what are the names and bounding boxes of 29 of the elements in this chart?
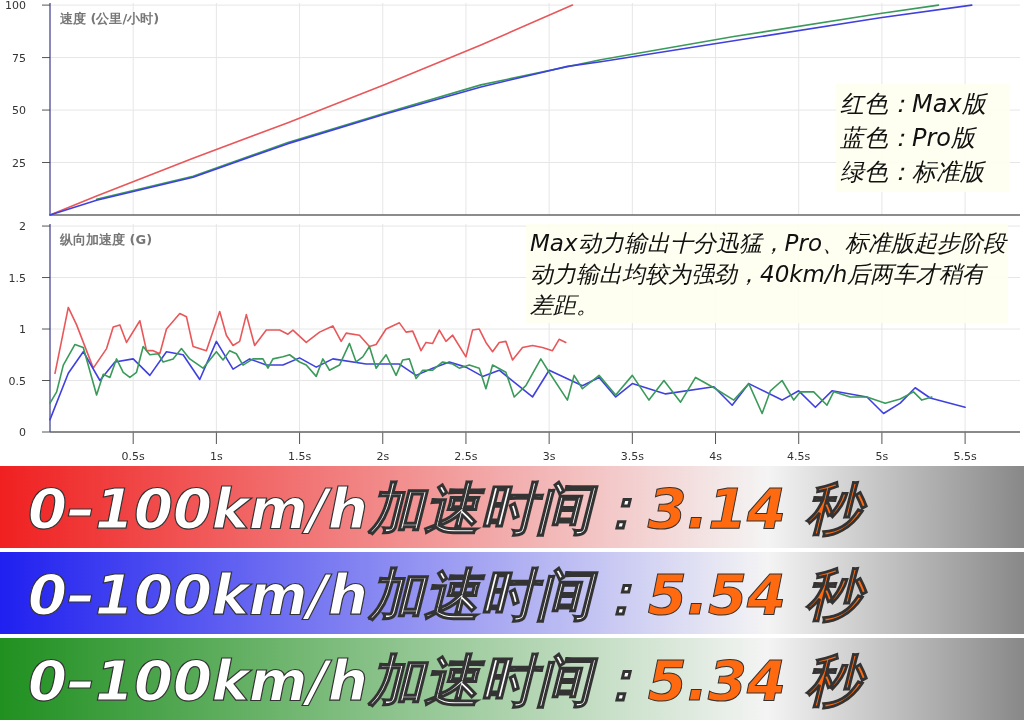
y-tick-label: 75 — [12, 51, 26, 65]
x-tick-label: 2s — [376, 450, 390, 463]
x-tick-label: 4.5s — [787, 450, 811, 463]
x-tick-label: 0.5s — [121, 450, 146, 463]
y-tick-label: 50 — [12, 104, 26, 118]
y-tick-label: 25 — [12, 156, 26, 170]
x-tick-label: 3s — [542, 450, 556, 463]
x-tick-label: 2.5s — [454, 450, 478, 463]
text: 0–100km/h加速时间：5.54 秒 — [28, 562, 869, 627]
y-tick-label: 0 — [19, 426, 26, 439]
y-tick-label: 1.5 — [8, 271, 26, 285]
annotation: 红色：Max版 — [840, 90, 988, 118]
annotation: 蓝色：Pro版 — [839, 124, 978, 152]
x-tick-label: 1s — [210, 450, 224, 463]
y-tick-label: 0.5 — [8, 374, 26, 388]
x-tick-label: 3.5s — [620, 450, 645, 463]
annotation: 绿色：标准版 — [840, 158, 986, 186]
text: 0–100km/h加速时间：5.34 秒 — [28, 648, 869, 713]
x-tick-label: 1.5s — [287, 450, 312, 463]
annotation: Max动力输出十分迅猛，Pro、标准版起步阶段动力输出均较为强劲，40km/h后两车才稍有差距。 — [530, 230, 1008, 318]
y-tick-label: 1 — [19, 323, 26, 337]
x-tick-label: 5.5s — [953, 450, 977, 463]
text: 速度 (公里/小时) — [60, 11, 160, 26]
y-tick-label: 2 — [19, 220, 26, 234]
y-tick-label: 100 — [5, 0, 26, 13]
x-tick-label: 4s — [709, 450, 723, 463]
text: 纵向加速度 (G) — [59, 232, 153, 247]
x-tick-label: 5s — [875, 450, 889, 463]
text: 0–100km/h加速时间：3.14 秒 — [28, 476, 869, 541]
